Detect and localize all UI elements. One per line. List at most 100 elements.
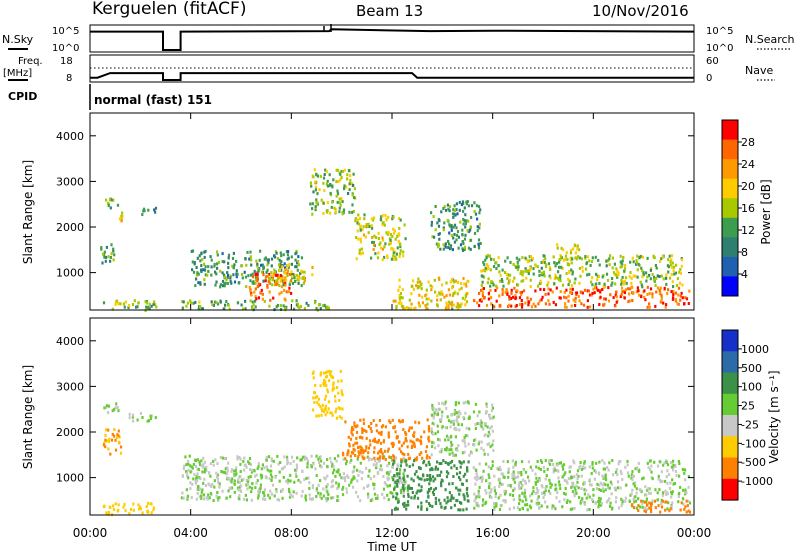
heatmap-cell — [661, 506, 663, 509]
heatmap-cell — [291, 299, 293, 302]
heatmap-cell — [445, 302, 447, 305]
heatmap-cell — [270, 473, 272, 476]
heatmap-cell — [420, 282, 422, 285]
heatmap-cell — [120, 215, 122, 218]
heatmap-cell — [463, 223, 465, 226]
heatmap-cell — [367, 475, 369, 478]
heatmap-cell — [575, 485, 577, 488]
heatmap-cell — [231, 477, 233, 480]
heatmap-cell — [628, 475, 630, 478]
heatmap-cell — [524, 257, 526, 260]
heatmap-cell — [513, 287, 515, 290]
heatmap-cell — [473, 410, 475, 413]
heatmap-cell — [245, 494, 247, 497]
heatmap-cell — [426, 454, 428, 457]
heatmap-cell — [490, 496, 492, 499]
heatmap-cell — [489, 289, 491, 292]
heatmap-cell — [155, 416, 157, 419]
heatmap-cell — [372, 439, 374, 442]
heatmap-cell — [396, 437, 398, 440]
heatmap-cell — [507, 460, 509, 463]
heatmap-cell — [234, 474, 236, 477]
heatmap-cell — [315, 205, 317, 208]
heatmap-cell — [545, 263, 547, 266]
heatmap-cell — [435, 500, 437, 503]
heatmap-cell — [607, 286, 609, 289]
heatmap-cell — [351, 479, 353, 482]
heatmap-cell — [644, 501, 646, 504]
heatmap-cell — [483, 263, 485, 266]
heatmap-cell — [347, 449, 349, 452]
heatmap-cell — [262, 293, 264, 296]
heatmap-cell — [216, 462, 218, 465]
heatmap-cell — [519, 296, 521, 299]
heatmap-cell — [237, 301, 239, 304]
heatmap-cell — [521, 280, 523, 283]
heatmap-cell — [297, 269, 299, 272]
heatmap-cell — [384, 214, 386, 217]
heatmap-cell — [241, 264, 243, 267]
heatmap-cell — [549, 268, 551, 271]
colorbar-tick-label: 100 — [741, 381, 762, 394]
heatmap-cell — [452, 482, 454, 485]
heatmap-cell — [225, 278, 227, 281]
heatmap-cell — [573, 492, 575, 495]
heatmap-cell — [406, 464, 408, 467]
heatmap-cell — [507, 476, 509, 479]
heatmap-cell — [393, 474, 395, 477]
heatmap-cell — [440, 418, 442, 421]
heatmap-cell — [590, 264, 592, 267]
heatmap-cell — [466, 487, 468, 490]
heatmap-cell — [389, 470, 391, 473]
heatmap-cell — [508, 304, 510, 307]
heatmap-cell — [664, 490, 666, 493]
heatmap-cell — [554, 507, 556, 510]
heatmap-cell — [458, 428, 460, 431]
heatmap-cell — [633, 498, 635, 501]
heatmap-cell — [239, 475, 241, 478]
heatmap-cell — [198, 468, 200, 471]
heatmap-cell — [385, 425, 387, 428]
heatmap-cell — [483, 449, 485, 452]
heatmap-cell — [574, 304, 576, 307]
heatmap-cell — [513, 277, 515, 280]
heatmap-cell — [245, 264, 247, 267]
heatmap-cell — [417, 490, 419, 493]
heatmap-cell — [421, 296, 423, 299]
heatmap-cell — [353, 466, 355, 469]
heatmap-cell — [684, 296, 686, 299]
heatmap-cell — [529, 494, 531, 497]
heatmap-cell — [571, 508, 573, 511]
heatmap-cell — [382, 221, 384, 224]
heatmap-cell — [462, 416, 464, 419]
colorbar-swatch — [722, 179, 738, 199]
heatmap-cell — [297, 255, 299, 258]
heatmap-cell — [556, 287, 558, 290]
heatmap-cell — [318, 461, 320, 464]
heatmap-cell — [496, 300, 498, 303]
heatmap-cell — [616, 270, 618, 273]
heatmap-cell — [477, 243, 479, 246]
heatmap-cell — [448, 448, 450, 451]
heatmap-cell — [240, 458, 242, 461]
heatmap-cell — [525, 471, 527, 474]
heatmap-cell — [411, 285, 413, 288]
heatmap-cell — [607, 279, 609, 282]
heatmap-cell — [541, 485, 543, 488]
heatmap-cell — [493, 416, 495, 419]
heatmap-cell — [524, 495, 526, 498]
heatmap-cell — [445, 242, 447, 245]
heatmap-cell — [191, 483, 193, 486]
heatmap-cell — [263, 491, 265, 494]
heatmap-cell — [515, 461, 517, 464]
heatmap-cell — [477, 225, 479, 228]
heatmap-cell — [298, 263, 300, 266]
heatmap-cell — [262, 265, 264, 268]
heatmap-cell — [478, 477, 480, 480]
heatmap-cell — [227, 262, 229, 265]
heatmap-cell — [662, 302, 664, 305]
heatmap-cell — [134, 299, 136, 302]
heatmap-cell — [621, 290, 623, 293]
heatmap-cell — [257, 497, 259, 500]
heatmap-cell — [445, 501, 447, 504]
